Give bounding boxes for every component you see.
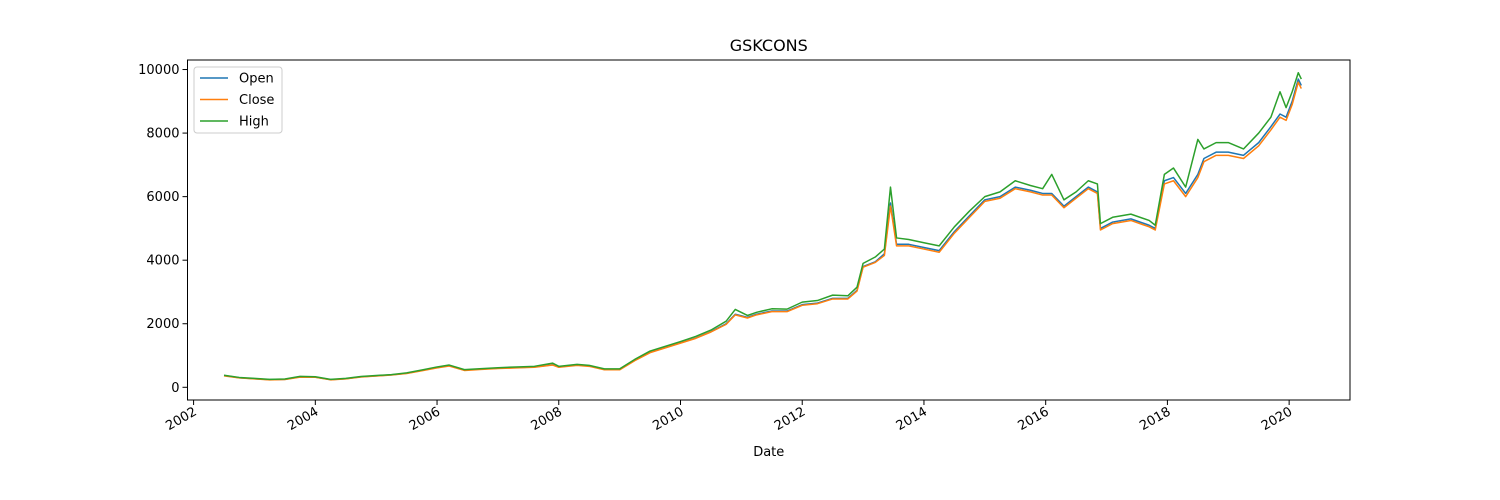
legend-box: [193, 66, 283, 134]
y-tick-label: 0: [171, 381, 179, 396]
plot-frame: [187, 59, 1351, 401]
legend-label-high: High: [239, 115, 269, 130]
y-tick-label: 6000: [146, 190, 179, 205]
y-tick-label: 4000: [146, 254, 179, 269]
y-tick-label: 8000: [146, 127, 179, 142]
chart-title: GSKCONS: [730, 36, 808, 55]
y-tick-label: 2000: [146, 317, 179, 332]
series-line-close: [223, 81, 1302, 381]
legend-label-open: Open: [239, 72, 274, 87]
legend: Open Close High: [193, 66, 283, 134]
legend-label-close: Close: [239, 93, 274, 108]
series-line-high: [223, 71, 1302, 381]
y-tick-label: 10000: [138, 63, 179, 78]
plot-lines: [223, 71, 1302, 381]
y-axis-ticks: 0 2000 4000 6000 8000 10000: [138, 63, 188, 396]
x-axis-label: Date: [753, 445, 784, 460]
